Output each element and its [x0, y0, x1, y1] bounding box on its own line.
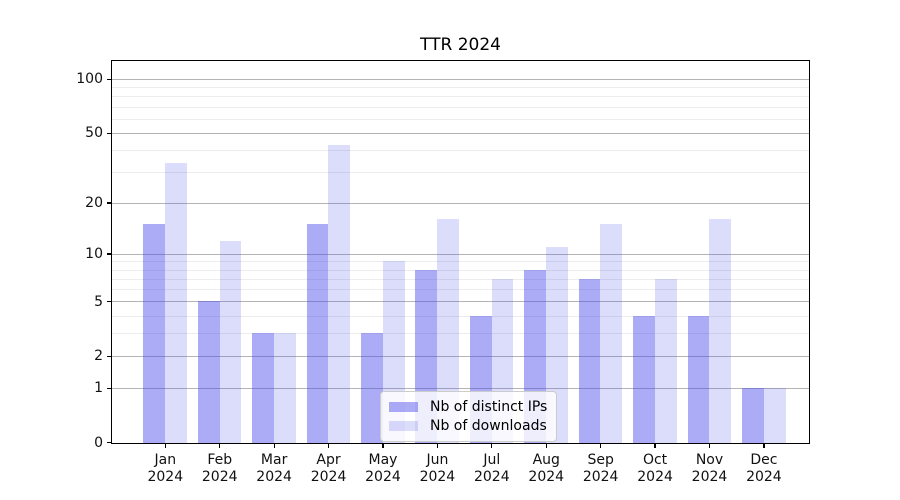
x-tick-label-month: Oct: [642, 452, 668, 468]
x-tick: [327, 444, 330, 448]
x-tick-label-month: Sep: [587, 452, 614, 468]
x-tick-label-year: 2024: [256, 469, 292, 485]
x-tick-label-month: Feb: [207, 452, 233, 468]
x-tick-label-year: 2024: [365, 469, 401, 485]
y-tick: [107, 132, 111, 134]
x-tick: [654, 444, 656, 448]
x-tick-label-year: 2024: [310, 469, 347, 485]
legend-row: Nb of downloads: [389, 416, 547, 435]
y-tick-label: 0: [94, 434, 103, 451]
bar-nb-of-distinct-ips-feb: [197, 301, 220, 443]
bar-nb-of-distinct-ips-may: [360, 333, 383, 443]
y-tick: [107, 202, 111, 204]
y-tick: [107, 301, 111, 303]
x-tick-label-year: 2024: [582, 469, 619, 485]
y-tick: [107, 442, 111, 444]
legend-row: Nb of distinct IPs: [389, 397, 547, 416]
bar-nb-of-distinct-ips-mar: [252, 333, 274, 443]
gridline-minor: [112, 269, 809, 271]
gridline-major: [112, 388, 809, 389]
gridline-minor: [112, 96, 809, 98]
x-tick-label-month: Aug: [532, 452, 560, 468]
x-tick-label-month: Dec: [750, 452, 778, 468]
bar-nb-of-downloads-jun: [437, 219, 459, 443]
bar-nb-of-distinct-ips-jan: [143, 224, 166, 443]
bar-nb-of-downloads-nov: [709, 219, 732, 443]
gridline-major: [112, 253, 809, 255]
gridline-major: [112, 202, 809, 204]
bar-nb-of-downloads-sep: [600, 224, 623, 443]
x-tick-label-month: May: [368, 452, 398, 468]
y-tick: [107, 355, 111, 357]
bar-nb-of-distinct-ips-oct: [633, 315, 655, 443]
legend: Nb of distinct IPs Nb of downloads: [380, 391, 558, 442]
gridline-minor: [112, 172, 809, 174]
gridline-minor: [112, 106, 809, 108]
legend-swatch-distinct-ips: [389, 401, 418, 412]
legend-label: Nb of downloads: [430, 417, 547, 434]
gridline-major: [112, 356, 809, 358]
y-tick: [107, 78, 111, 80]
legend-swatch-downloads: [389, 420, 418, 431]
gridline-minor: [112, 150, 809, 152]
y-tick-label: 50: [85, 125, 103, 142]
bar-nb-of-distinct-ips-apr: [306, 224, 329, 443]
gridline-minor: [112, 261, 809, 263]
x-tick: [164, 444, 166, 448]
y-tick-label: 1: [94, 380, 103, 397]
y-tick-label: 20: [85, 195, 103, 211]
x-tick-label-month: Jan: [154, 452, 177, 468]
x-tick-label-year: 2024: [419, 469, 456, 485]
y-tick-label: 100: [76, 71, 103, 88]
x-tick-label-month: Nov: [695, 452, 724, 468]
x-tick-label-year: 2024: [201, 469, 238, 485]
y-tick-label: 2: [94, 348, 103, 365]
x-tick: [219, 444, 221, 448]
bar-nb-of-downloads-jan: [165, 162, 187, 443]
x-tick-label-year: 2024: [691, 469, 728, 485]
bar-nb-of-distinct-ips-nov: [687, 315, 710, 443]
x-tick: [273, 444, 275, 448]
x-tick-label-month: Jun: [426, 452, 449, 468]
chart-title: TTR 2024: [420, 35, 501, 55]
gridline-major: [112, 132, 809, 134]
gridline-minor: [112, 118, 809, 120]
x-tick-label-year: 2024: [637, 469, 673, 485]
bar-nb-of-downloads-mar: [273, 333, 296, 443]
x-tick-label-year: 2024: [147, 469, 184, 485]
x-tick-label-year: 2024: [528, 469, 565, 485]
y-tick: [107, 253, 111, 255]
x-tick-label-month: Apr: [316, 452, 341, 468]
bar-nb-of-downloads-dec: [763, 388, 786, 443]
bar-nb-of-distinct-ips-sep: [578, 278, 601, 443]
x-tick: [763, 444, 765, 448]
gridline-minor: [112, 87, 809, 89]
x-tick-label-year: 2024: [473, 469, 510, 485]
gridline-minor: [112, 315, 809, 317]
gridline-minor: [112, 278, 809, 280]
y-tick-label: 5: [94, 293, 103, 310]
x-tick: [708, 444, 711, 448]
x-tick: [491, 444, 493, 448]
x-tick-label-month: Mar: [260, 452, 288, 468]
gridline-major: [112, 79, 809, 81]
x-tick: [545, 444, 547, 448]
bar-nb-of-downloads-oct: [654, 278, 677, 443]
x-tick-label-month: Jul: [483, 452, 501, 468]
x-tick-label-year: 2024: [746, 469, 782, 485]
legend-label: Nb of distinct IPs: [430, 398, 548, 415]
bar-nb-of-downloads-apr: [328, 144, 351, 443]
bar-nb-of-distinct-ips-dec: [741, 388, 764, 443]
x-tick: [600, 444, 602, 448]
gridline-major: [112, 301, 809, 303]
y-tick-label: 10: [85, 245, 103, 262]
gridline-minor: [112, 333, 809, 335]
plot-area: [111, 60, 810, 444]
x-tick: [436, 444, 438, 448]
gridline-minor: [112, 289, 809, 291]
x-tick: [382, 444, 384, 448]
y-tick: [107, 387, 111, 389]
bar-nb-of-downloads-feb: [219, 240, 242, 443]
